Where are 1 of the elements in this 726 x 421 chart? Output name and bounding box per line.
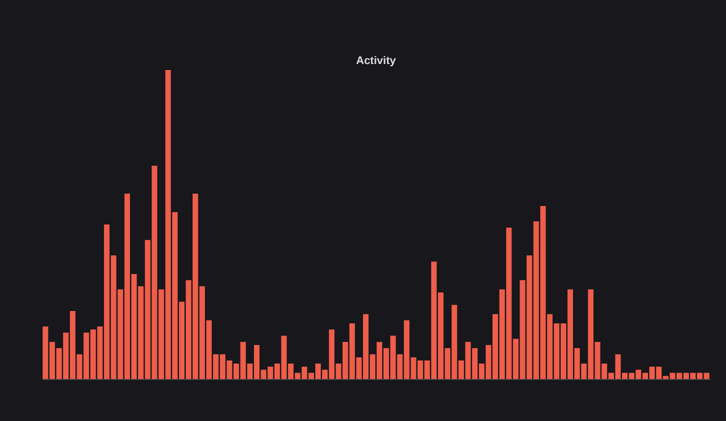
chart-title: Activity [356,55,397,67]
